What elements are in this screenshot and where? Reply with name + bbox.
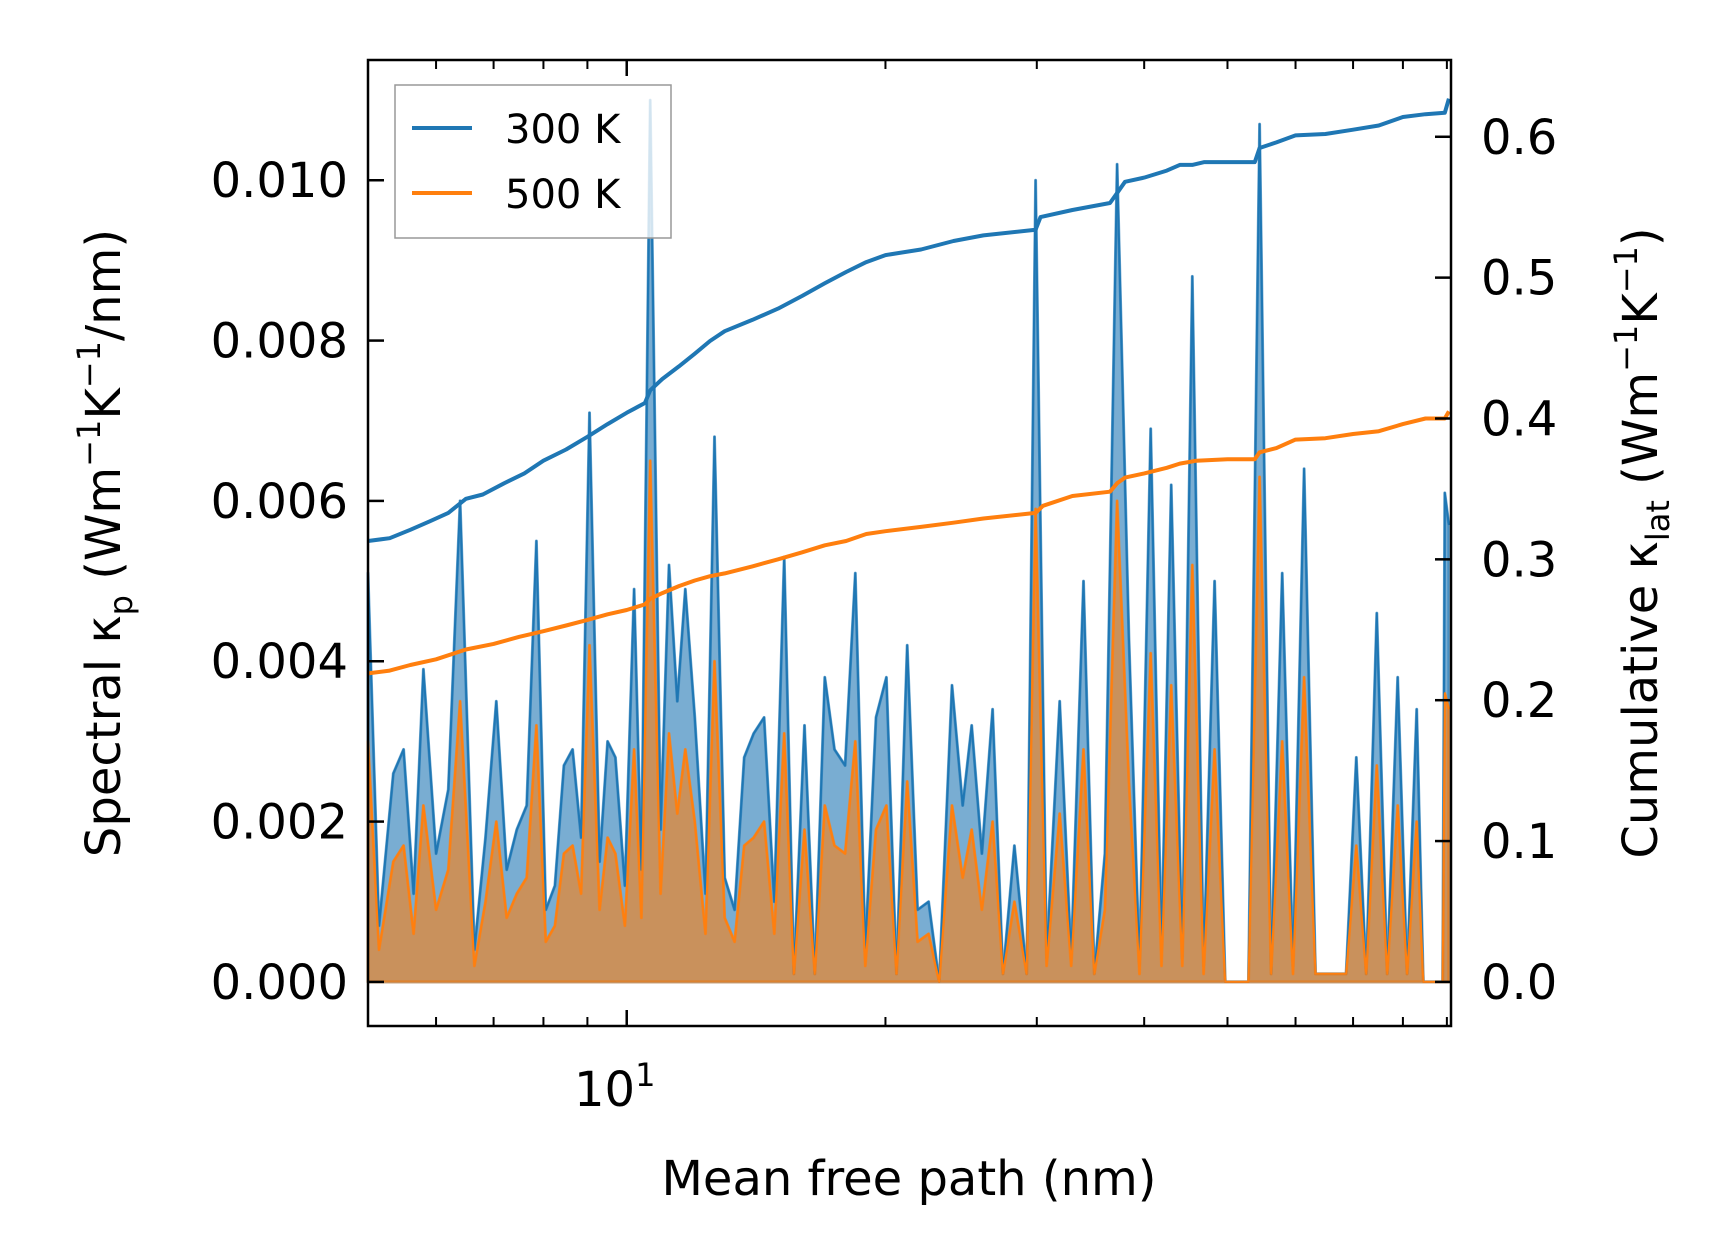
- spectral-line-500k: [367, 459, 1450, 983]
- right-y-title-sub: lat: [1639, 500, 1677, 541]
- left-y-tick-label: 0.004: [211, 634, 348, 690]
- right-y-axis-title: Cumulative κlat (Wm−1K−1): [1607, 227, 1677, 858]
- cumulative-line-500k: [367, 410, 1451, 676]
- spectral-line-300k: [367, 99, 1450, 983]
- cumulative-lines: [367, 98, 1451, 676]
- legend-label-300k: 300 K: [505, 107, 622, 153]
- cumulative-line-300k: [367, 98, 1451, 543]
- left-y-tick-label: 0.010: [211, 153, 348, 209]
- axis-labels: 0.000 0.002 0.004 0.006 0.008 0.010 0.0 0.1 0.2 0…: [211, 110, 1558, 1118]
- left-y-tick-label: 0.000: [211, 955, 348, 1011]
- right-y-tick-label: 0.5: [1481, 251, 1557, 307]
- left-y-title-exp2: −1: [70, 341, 108, 388]
- right-y-tick-label: 0.6: [1481, 110, 1557, 166]
- right-y-tick-label: 0.3: [1481, 532, 1557, 588]
- right-y-title-exp1: −1: [1607, 325, 1645, 372]
- left-y-title-main: Spectral κ: [76, 615, 132, 857]
- left-y-title-end: /nm): [76, 229, 132, 341]
- spectral-lines: [367, 99, 1450, 983]
- right-y-title-end: ): [1613, 227, 1669, 246]
- x-axis-title: Mean free path (nm): [662, 1151, 1157, 1207]
- axis-ticks: [367, 60, 1451, 1026]
- right-y-title-unit: (Wm: [1613, 372, 1669, 500]
- left-y-title-exp1: −1: [70, 420, 108, 467]
- right-y-tick-label: 0.1: [1481, 814, 1557, 870]
- right-y-title-main: Cumulative κ: [1613, 541, 1669, 859]
- left-y-tick-label: 0.002: [211, 795, 348, 851]
- right-y-tick-label: 0.4: [1481, 391, 1557, 447]
- x-tick-label-base: 10: [574, 1062, 635, 1118]
- x-tick-label-exp: 1: [635, 1056, 655, 1094]
- legend: 300 K 500 K: [394, 84, 672, 239]
- left-y-axis-title: Spectral κp (Wm−1K−1/nm): [70, 229, 140, 857]
- left-y-title-k: K: [76, 387, 132, 420]
- left-y-tick-label: 0.006: [211, 474, 348, 530]
- right-y-title-k: K: [1613, 292, 1669, 325]
- plot-frame: [366, 58, 1453, 1028]
- x-tick-label: 101: [574, 1056, 655, 1118]
- legend-box: [394, 84, 672, 239]
- right-y-tick-label: 0.2: [1481, 673, 1557, 729]
- left-y-title-sub: p: [102, 595, 140, 615]
- legend-label-500k: 500 K: [505, 172, 622, 218]
- right-y-title-exp2: −1: [1607, 246, 1645, 293]
- left-y-title-unit: (Wm: [76, 467, 132, 595]
- right-y-tick-label: 0.0: [1481, 955, 1557, 1011]
- left-y-tick-label: 0.008: [211, 314, 348, 370]
